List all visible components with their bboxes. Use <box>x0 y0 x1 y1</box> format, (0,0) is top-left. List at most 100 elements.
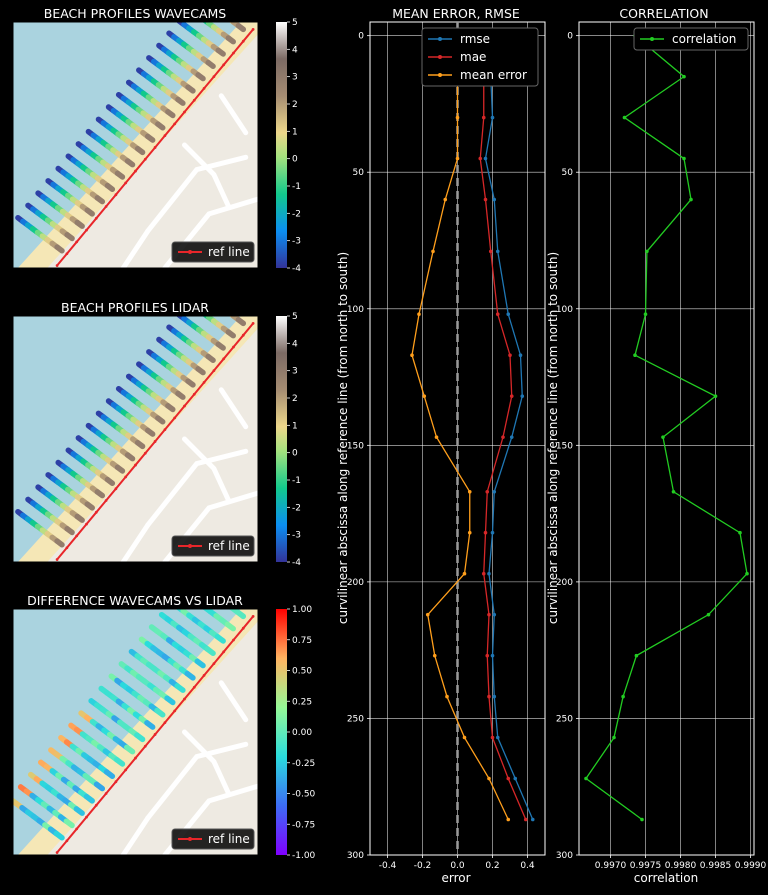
map-legend-lidar: ref line <box>171 535 255 557</box>
reference-line-point <box>192 392 196 396</box>
y-tick-label: 200 <box>347 578 364 588</box>
y-tick-label: 150 <box>556 441 573 451</box>
profile-segment <box>209 298 214 302</box>
colorbar-lidar <box>276 316 287 562</box>
road <box>120 815 151 855</box>
data-point-mean-error <box>431 249 435 254</box>
profiles-difference <box>13 578 247 841</box>
data-point-rmse <box>506 312 511 317</box>
profile-segment <box>192 578 198 582</box>
data-point-rmse <box>520 394 525 398</box>
reference-line-point <box>134 756 137 760</box>
data-point-rmse <box>490 530 495 535</box>
colorbar-difference <box>276 609 287 855</box>
map-title-wavecams: BEACH PROFILES WAVECAMS <box>44 6 227 21</box>
data-point-mae <box>490 735 495 740</box>
profile-segment <box>175 96 186 106</box>
data-point-mean-error <box>462 735 467 740</box>
data-point-mae <box>501 435 505 439</box>
profile-segment <box>104 476 116 487</box>
profile-segment <box>134 732 146 743</box>
data-point-correlation <box>745 571 749 576</box>
colorbar-tick-label: 0 <box>292 155 298 165</box>
colorbar-tick-label: 0.25 <box>292 697 312 707</box>
profile-segment <box>195 366 206 376</box>
reference-line-point <box>241 626 245 630</box>
profile-segment <box>154 707 166 718</box>
reference-line-point <box>143 157 147 161</box>
data-point-rmse <box>490 653 495 658</box>
reference-line-point <box>75 827 79 831</box>
reference-line-point <box>163 721 167 725</box>
data-point-correlation <box>645 249 649 254</box>
road <box>120 522 151 562</box>
data-point-rmse <box>509 435 514 439</box>
reference-line-point <box>163 428 167 432</box>
profile-segment <box>134 439 146 450</box>
data-point-mae <box>523 817 528 822</box>
profile-segment <box>164 695 176 706</box>
reference-line-point <box>85 228 88 232</box>
data-point-rmse <box>492 489 497 494</box>
colorbar-tick-label: 1 <box>292 127 298 137</box>
profile-segment <box>195 72 206 82</box>
reference-line-point <box>85 815 88 819</box>
reference-line-point <box>241 333 245 337</box>
colorbar-tick-label: 3 <box>292 367 298 377</box>
profile-segment <box>103 769 116 780</box>
reference-line-point <box>104 499 108 502</box>
data-point-mae <box>508 353 512 358</box>
colorbar-tick-label: 1.00 <box>292 605 312 615</box>
profiles-lidar <box>15 290 247 548</box>
reference-line-point <box>251 614 255 618</box>
data-point-rmse <box>490 115 495 120</box>
colorbar-ticks-wavecams: 5 4 3 2 1 0 -1 -2 -3 -4 <box>287 18 301 274</box>
colorbar-tick-label: -3 <box>292 531 301 541</box>
data-point-correlation <box>689 197 693 202</box>
profile-segment <box>198 582 204 586</box>
reference-line-point <box>75 240 79 244</box>
x-tick-label: -0.4 <box>379 861 397 871</box>
profile-segment <box>104 182 116 193</box>
reference-line-point <box>55 558 59 561</box>
data-point-rmse <box>495 249 500 254</box>
data-point-mean-error <box>432 653 437 658</box>
profile-segment <box>83 793 95 804</box>
profile-segment <box>155 121 166 131</box>
reference-line-point <box>183 110 186 114</box>
map-title-lidar: BEACH PROFILES LIDAR <box>61 300 209 315</box>
data-point-rmse <box>495 735 500 740</box>
data-point-correlation <box>682 74 686 79</box>
reference-line-point <box>124 475 128 479</box>
data-point-correlation <box>622 115 627 120</box>
legend-marker <box>438 55 442 59</box>
legend-label-ref-line: ref line <box>208 832 250 846</box>
profile-segment <box>199 290 204 294</box>
data-point-mean-error <box>455 156 460 161</box>
colorbar-tick-label: -1 <box>292 182 301 192</box>
data-point-rmse <box>513 776 518 781</box>
map-legend-difference: ref line <box>171 828 255 850</box>
legend-label: mean error <box>460 68 527 82</box>
colorbar-tick-label: -2 <box>292 209 301 219</box>
map-title-difference: DIFFERENCE WAVECAMS VS LIDAR <box>27 593 243 608</box>
legend-label: rmse <box>460 32 490 46</box>
data-point-mean-error <box>417 312 421 317</box>
y-tick-label: 300 <box>556 851 573 861</box>
data-point-correlation <box>621 694 625 699</box>
y-tick-label: 300 <box>347 851 364 861</box>
profile-segment <box>215 47 226 57</box>
data-point-mae <box>483 530 488 535</box>
map-legend-wavecams: ref line <box>171 241 255 263</box>
reference-line-point <box>222 357 226 361</box>
reference-line-point <box>192 685 196 689</box>
profile-segment <box>235 316 247 327</box>
profile-segment <box>145 133 156 143</box>
reference-line-point <box>55 851 59 854</box>
profile-segment <box>84 207 95 217</box>
legend-label-ref-line: ref line <box>208 539 250 553</box>
profile-segment <box>63 818 75 829</box>
error-chart: MEAN ERROR, RMSE 0 50 100 150 200 250 300 -0.4 -… <box>336 6 546 885</box>
profile-segment <box>53 830 65 841</box>
profile-segment <box>205 59 216 70</box>
